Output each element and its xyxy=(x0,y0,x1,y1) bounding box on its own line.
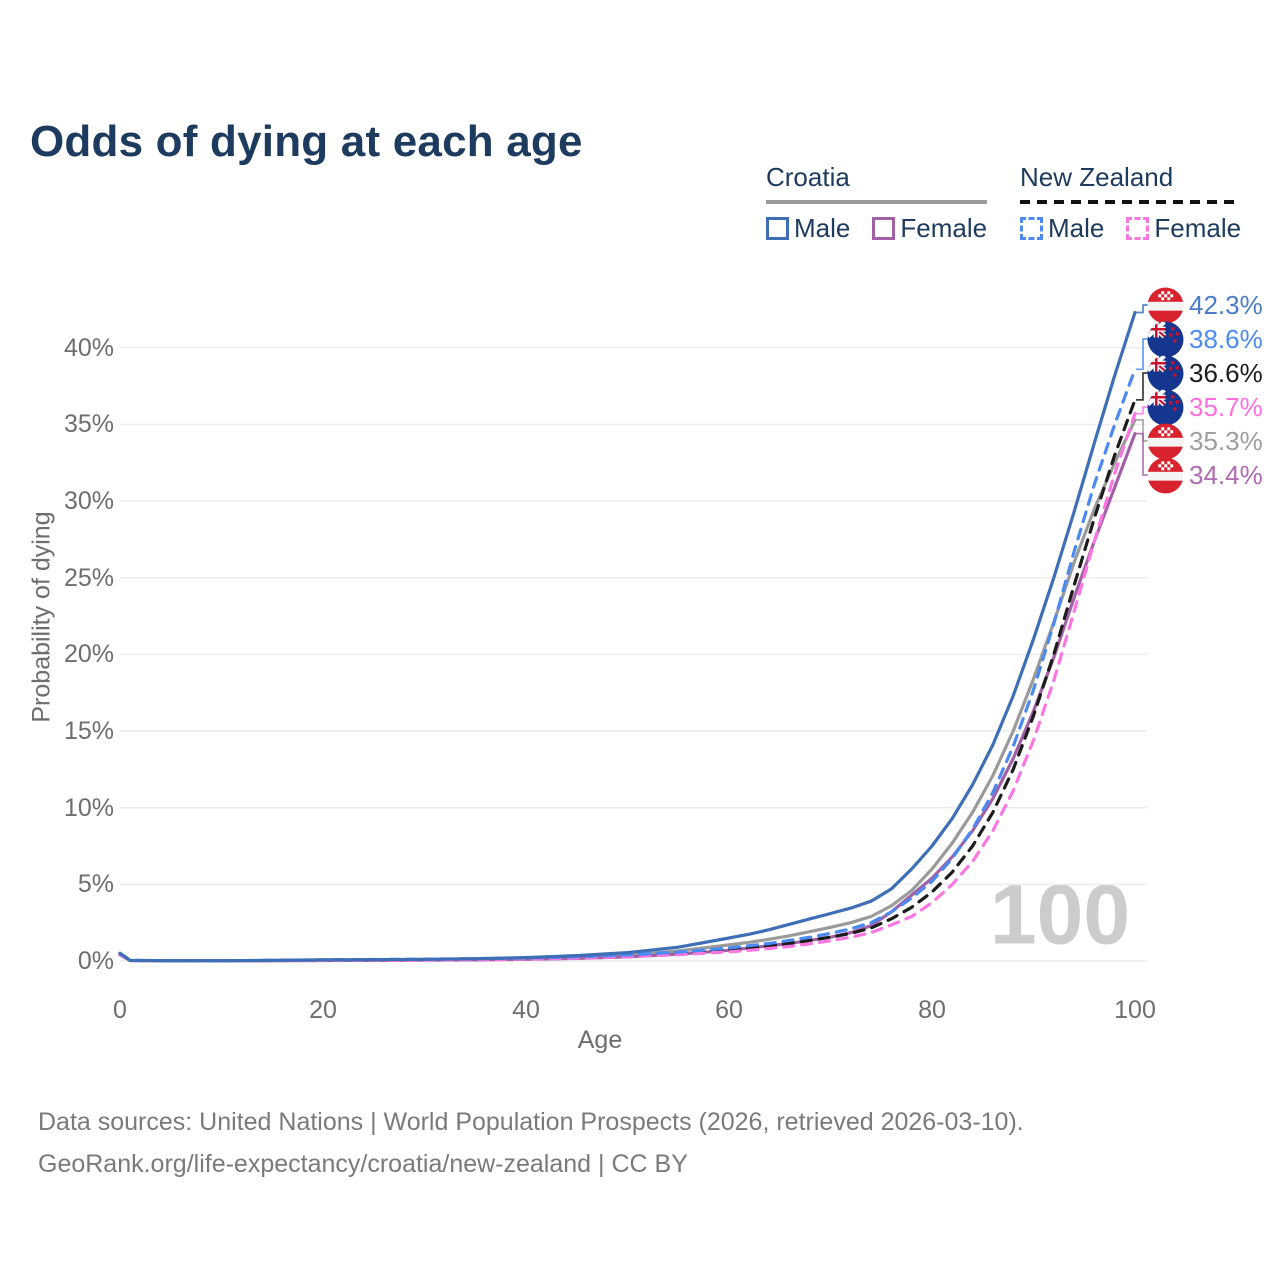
new-zealand-flag-icon xyxy=(1147,355,1184,392)
legend-underline-new-zealand xyxy=(1020,200,1242,204)
legend-label-new-zealand-male: Male xyxy=(1048,213,1105,243)
legend-swatch-croatia-female xyxy=(872,217,896,240)
end-label-value: 35.3% xyxy=(1189,425,1263,456)
y-tick-35: 35% xyxy=(63,410,114,439)
end-label-connector xyxy=(1136,372,1148,401)
y-tick-25: 25% xyxy=(63,563,114,592)
page-title: Odds of dying at each age xyxy=(30,117,583,167)
y-tick-15: 15% xyxy=(63,717,114,746)
croatia-flag-icon xyxy=(1147,287,1184,324)
age-counter-watermark: 100 xyxy=(989,867,1131,962)
legend-label-new-zealand-female: Female xyxy=(1154,213,1242,243)
end-label-connector xyxy=(1136,338,1148,371)
x-tick-40: 40 xyxy=(512,996,540,1024)
end-label-connector xyxy=(1136,406,1148,415)
end-label-connector xyxy=(1136,419,1148,442)
series-line-new-zealand-female[interactable] xyxy=(118,412,1137,963)
end-label-row-croatia-female: 34.4% xyxy=(1147,456,1263,494)
x-tick-100: 100 xyxy=(1114,996,1156,1024)
x-tick-0: 0 xyxy=(113,996,127,1024)
legend-swatch-croatia-male xyxy=(766,217,789,240)
footer-attribution: GeoRank.org/life-expectancy/croatia/new-… xyxy=(38,1150,688,1178)
croatia-flag-icon xyxy=(1147,423,1184,460)
legend-item-croatia-male[interactable]: Male xyxy=(766,213,850,244)
x-tick-80: 80 xyxy=(918,996,946,1024)
end-label-row-croatia-both-sexes: 35.3% xyxy=(1147,422,1263,460)
new-zealand-flag-icon xyxy=(1147,321,1184,358)
footer-data-sources: Data sources: United Nations | World Pop… xyxy=(38,1108,1024,1136)
end-label-value: 36.6% xyxy=(1189,357,1263,388)
end-label-connector xyxy=(1136,304,1148,314)
y-tick-20: 20% xyxy=(63,640,114,669)
croatia-flag-icon xyxy=(1147,457,1184,494)
y-tick-10: 10% xyxy=(63,793,114,822)
legend-group-croatia: Croatia Male Female xyxy=(766,162,988,244)
end-label-value: 42.3% xyxy=(1189,289,1263,320)
legend-header-croatia: Croatia xyxy=(766,162,850,192)
end-label-row-new-zealand-both-sexes: 36.6% xyxy=(1147,354,1263,392)
series-line-new-zealand-both-sexes[interactable] xyxy=(118,398,1137,963)
legend-underline-croatia xyxy=(766,200,988,204)
end-label-value: 38.6% xyxy=(1189,323,1263,354)
legend-item-new-zealand-male[interactable]: Male xyxy=(1020,213,1104,244)
y-tick-40: 40% xyxy=(63,333,114,362)
legend-group-new-zealand: New Zealand Male Female xyxy=(1020,162,1242,244)
series-line-new-zealand-male[interactable] xyxy=(118,367,1137,963)
legend-label-croatia-male: Male xyxy=(794,213,851,243)
end-label-value: 35.7% xyxy=(1189,391,1263,422)
end-label-row-new-zealand-female: 35.7% xyxy=(1147,388,1263,426)
x-tick-20: 20 xyxy=(309,996,337,1024)
end-label-connector xyxy=(1136,432,1148,476)
legend-swatch-new-zealand-female xyxy=(1126,217,1150,240)
y-tick-30: 30% xyxy=(63,487,114,516)
y-axis-title: Probability of dying xyxy=(27,511,56,723)
legend-header-new-zealand: New Zealand xyxy=(1020,162,1174,192)
end-label-value: 34.4% xyxy=(1189,459,1263,490)
end-label-row-new-zealand-male: 38.6% xyxy=(1147,320,1263,358)
y-tick-5: 5% xyxy=(77,870,114,899)
series-line-croatia-female[interactable] xyxy=(118,432,1137,963)
legend-swatch-new-zealand-male xyxy=(1020,217,1043,240)
legend-label-croatia-female: Female xyxy=(900,213,988,243)
end-label-row-croatia-male: 42.3% xyxy=(1147,286,1263,324)
new-zealand-flag-icon xyxy=(1147,389,1184,426)
series-line-croatia-male[interactable] xyxy=(118,310,1137,963)
x-tick-60: 60 xyxy=(715,996,743,1024)
legend-item-croatia-female[interactable]: Female xyxy=(872,213,987,244)
x-axis-title: Age xyxy=(577,1026,623,1054)
legend-item-new-zealand-female[interactable]: Female xyxy=(1126,213,1241,244)
y-tick-0: 0% xyxy=(77,947,114,975)
